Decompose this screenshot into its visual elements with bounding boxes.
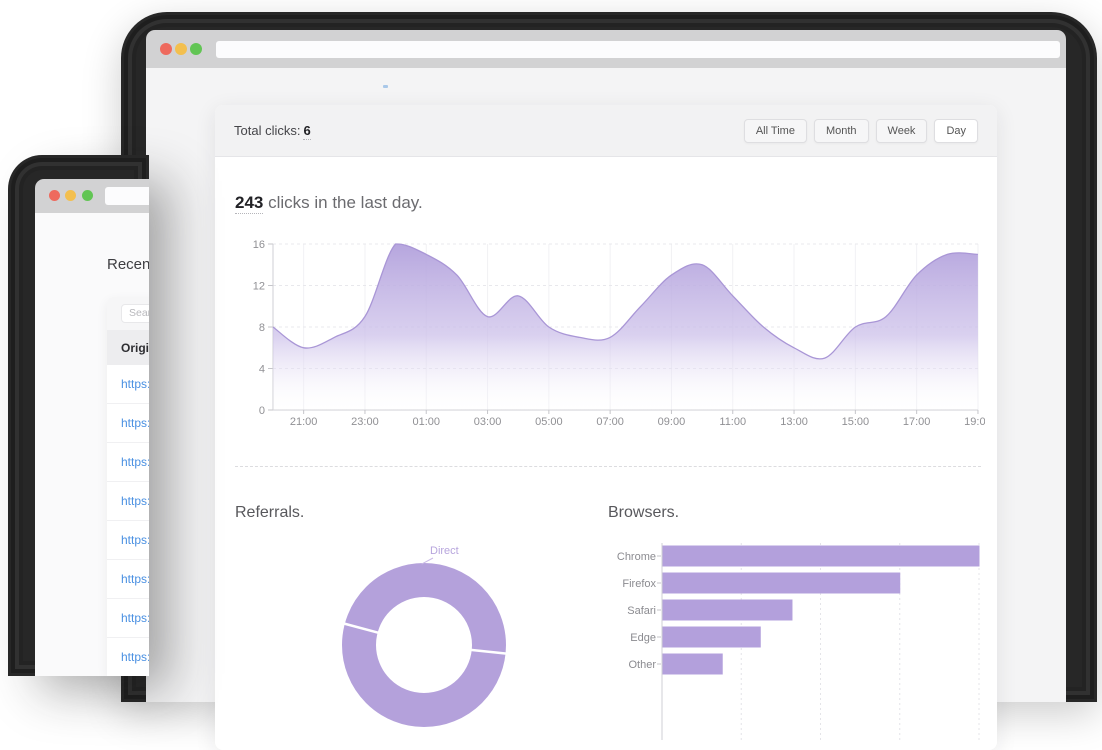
svg-text:4: 4 — [259, 364, 265, 376]
headline-count: 243 — [235, 193, 264, 214]
svg-text:8: 8 — [259, 322, 265, 334]
filter-button-all-time[interactable]: All Time — [743, 118, 807, 143]
svg-text:0: 0 — [259, 405, 265, 417]
svg-text:Other: Other — [628, 659, 656, 671]
total-clicks: Total clicks: 6 — [234, 123, 311, 140]
svg-text:03:00: 03:00 — [474, 416, 502, 425]
svg-text:Firefox: Firefox — [622, 578, 656, 590]
back-browser-window: Recent links Original URL https://https:… — [8, 155, 149, 676]
back-url-bar[interactable] — [105, 187, 149, 205]
table-row: https:// — [107, 560, 149, 599]
table-row: https:// — [107, 482, 149, 521]
close-button[interactable] — [160, 43, 172, 55]
browsers-bar-chart: Chrome Firefox Safari Edge Other — [617, 543, 980, 740]
analytics-card: Total clicks: 6 All Time Month Week Day 243 … — [215, 105, 997, 750]
original-url-link[interactable]: https:// — [121, 416, 149, 430]
front-titlebar — [146, 30, 1066, 68]
links-table-card: Original URL https://https://https://htt… — [107, 297, 149, 676]
section-divider — [235, 466, 981, 467]
svg-text:01:00: 01:00 — [412, 416, 440, 425]
filter-button-week[interactable]: Week — [875, 118, 928, 143]
back-page: Recent links Original URL https://https:… — [35, 213, 149, 676]
clicks-area-chart: 0 4 8 12 16 21:00 23:00 01:00 03:00 05:00 07:00 09:… — [253, 239, 985, 425]
table-row: https:// — [107, 638, 149, 676]
page: Total clicks: 6 All Time Month Week Day 243 … — [8, 12, 1097, 740]
maximize-button[interactable] — [190, 43, 202, 55]
svg-text:11:00: 11:00 — [719, 416, 746, 425]
front-browser-window: Total clicks: 6 All Time Month Week Day 243 … — [121, 12, 1097, 750]
time-range-filters: All Time Month Week Day — [743, 118, 978, 143]
back-titlebar — [35, 179, 149, 213]
total-clicks-label: Total clicks: — [234, 123, 301, 138]
filter-button-month[interactable]: Month — [813, 118, 869, 143]
table-row: https:// — [107, 521, 149, 560]
original-url-link[interactable]: https:// — [121, 572, 149, 586]
minimize-button[interactable] — [175, 43, 187, 55]
original-url-link[interactable]: https:// — [121, 611, 149, 625]
original-url-link[interactable]: https:// — [121, 533, 149, 547]
front-url-bar[interactable] — [216, 41, 1060, 58]
back-page-title: Recent links — [107, 256, 149, 273]
table-row: https:// — [107, 599, 149, 638]
search-input[interactable] — [121, 303, 149, 323]
original-url-link[interactable]: https:// — [121, 377, 149, 391]
table-header-original-url: Original URL — [107, 330, 149, 365]
front-page: Total clicks: 6 All Time Month Week Day 243 … — [146, 68, 1066, 750]
svg-text:21:00: 21:00 — [290, 416, 318, 425]
close-button[interactable] — [49, 190, 60, 201]
page-speck — [383, 85, 388, 88]
analytics-card-header: Total clicks: 6 All Time Month Week Day — [215, 105, 997, 157]
filter-button-day[interactable]: Day — [934, 118, 978, 143]
original-url-link[interactable]: https:// — [121, 494, 149, 508]
original-url-link[interactable]: https:// — [121, 455, 149, 469]
maximize-button[interactable] — [82, 190, 93, 201]
svg-text:05:00: 05:00 — [535, 416, 563, 425]
links-search-bar — [107, 297, 149, 330]
svg-text:15:00: 15:00 — [842, 416, 870, 425]
svg-text:Edge: Edge — [630, 632, 656, 644]
links-table-body: https:// https:// https:// https:// https://… — [107, 365, 149, 676]
svg-text:Safari: Safari — [627, 605, 656, 617]
svg-text:16: 16 — [253, 239, 265, 251]
original-url-link[interactable]: https:// — [121, 650, 149, 664]
referrals-title: Referrals. — [235, 504, 305, 521]
minimize-button[interactable] — [65, 190, 76, 201]
svg-text:09:00: 09:00 — [658, 416, 686, 425]
table-row: https:// — [107, 365, 149, 404]
svg-text:13:00: 13:00 — [780, 416, 808, 425]
table-row: https:// — [107, 443, 149, 482]
headline-text: clicks in the last day. — [263, 193, 423, 212]
svg-text:19:00: 19:00 — [964, 416, 985, 425]
donut-label-direct: Direct — [430, 545, 459, 557]
total-clicks-value: 6 — [303, 123, 311, 140]
svg-text:17:00: 17:00 — [903, 416, 931, 425]
referrals-donut-chart: Direct — [342, 545, 507, 727]
headline: 243 clicks in the last day. — [235, 193, 423, 214]
svg-text:Chrome: Chrome — [617, 551, 656, 563]
svg-text:07:00: 07:00 — [596, 416, 624, 425]
browsers-title: Browsers. — [608, 504, 680, 521]
table-row: https:// — [107, 404, 149, 443]
svg-text:23:00: 23:00 — [351, 416, 379, 425]
svg-text:12: 12 — [253, 281, 265, 293]
